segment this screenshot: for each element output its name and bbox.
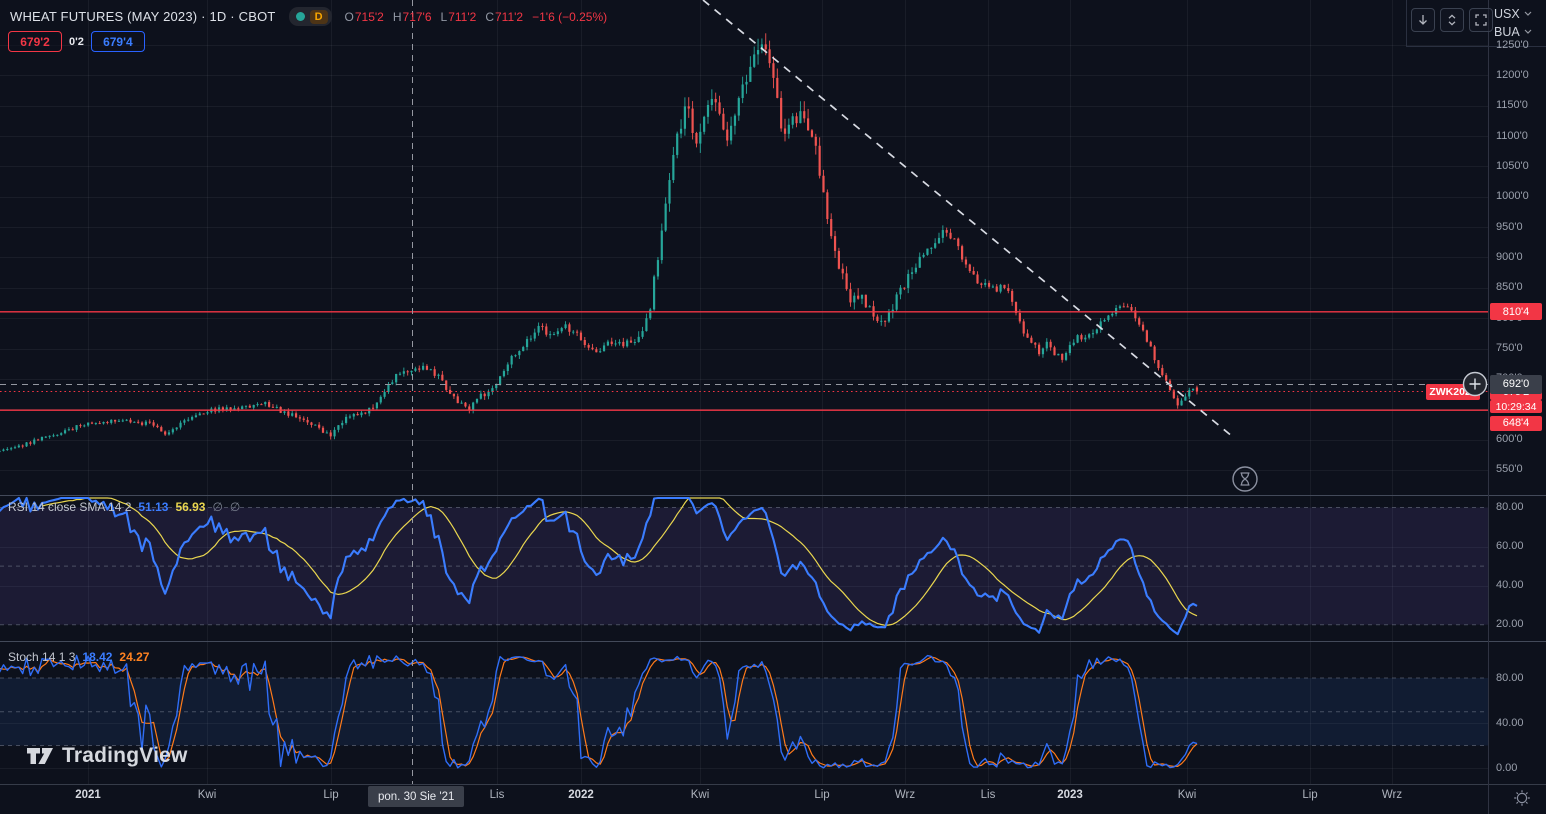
rsi-value: 51.13 [138,500,169,514]
price-tick: 950'0 [1496,220,1523,233]
buy-sell-widget: 679'2 0'2 679'4 [8,31,145,52]
unit-selector-primary[interactable]: USX [1494,5,1532,22]
time-tick: Lip [814,789,830,801]
bar-countdown-badge: 10:29:34 [1490,399,1542,414]
price-tick: 900'0 [1496,250,1523,263]
rsi-null-value: ∅ [212,500,223,514]
time-tick: Kwi [690,789,710,801]
price-tick: 1200'0 [1496,68,1529,81]
low-value: 711'2 [448,9,477,24]
symbol-title[interactable]: WHEAT FUTURES (MAY 2023) · 1D · CBOT [10,9,276,24]
stoch-k-value: 18.42 [82,650,113,664]
pane-controls [1411,8,1493,32]
crosshair-price-badge: 692'0 [1490,374,1542,394]
low-label: L [440,9,448,24]
market-status-pill[interactable]: D [288,7,332,26]
high-value: 717'6 [402,9,432,24]
time-tick: 2023 [1057,789,1083,801]
tradingview-logo-icon [27,748,53,764]
unit-primary-label: USX [1494,6,1520,21]
price-tick: 1050'0 [1496,159,1529,172]
price-tick: 850'0 [1496,281,1523,294]
close-label: C [485,9,494,24]
crosshair-date-badge: pon. 30 Sie '21 [368,786,465,807]
rsi-tick: 20.00 [1496,618,1524,631]
arrow-down-icon [1419,15,1427,25]
time-tick: Kwi [197,789,217,801]
price-tick: 1000'0 [1496,190,1529,203]
collapse-icon [1448,14,1456,26]
ohlc-values: O715'2 H717'6 L711'2 C711'2 −1'6 (−0.25%… [345,10,608,24]
time-tick: 2022 [568,789,594,801]
market-open-dot-icon [295,12,305,21]
time-tick: Lis [980,789,996,801]
plus-icon [1469,378,1481,390]
tradingview-logo[interactable]: TradingView [26,743,188,769]
price-tick: 600'0 [1496,433,1523,446]
stoch-legend[interactable]: Stoch 14 1 3 18.42 24.27 [8,650,149,664]
price-tick: 750'0 [1496,342,1523,355]
time-tick: Wrz [1381,789,1403,801]
time-tick: 2021 [75,789,101,801]
close-value: 711'2 [495,9,524,24]
price-line-badge-lower: 648'4 [1490,415,1542,431]
maximize-pane-button[interactable] [1469,8,1493,32]
rsi-legend[interactable]: RSI 14 close SMA 14 2 51.13 56.93 ∅ ∅ [8,500,240,514]
maximize-icon [1475,14,1487,26]
stoch-tick: 40.00 [1496,716,1524,729]
buy-button[interactable]: 679'4 [90,31,145,52]
rsi-tick: 60.00 [1496,540,1524,553]
unit-selector-secondary[interactable]: BUA [1494,23,1532,40]
collapse-pane-button[interactable] [1440,8,1464,32]
time-tick: Kwi [1177,789,1197,801]
price-line-badge-upper: 810'4 [1490,303,1542,321]
rsi-title: RSI 14 close SMA 14 2 [8,500,132,514]
rsi-sma-value: 56.93 [175,500,206,514]
rsi-null-value: ∅ [229,500,241,514]
price-tick: 1100'0 [1496,129,1528,142]
chevron-down-icon [1524,11,1532,16]
add-alert-plus-button[interactable] [1461,370,1489,398]
high-label: H [392,9,402,24]
unit-secondary-label: BUA [1494,24,1520,39]
open-value: 715'2 [354,9,384,24]
price-tick: 1250'0 [1496,38,1529,51]
time-tick: Wrz [894,789,916,801]
rsi-tick: 80.00 [1496,501,1524,513]
rsi-tick: 40.00 [1496,579,1524,592]
stoch-d-value: 24.27 [119,650,150,664]
stoch-tick: 0.00 [1496,761,1518,774]
time-tick: Lip [323,789,339,801]
price-axis-units: USX BUA [1494,5,1532,40]
chevron-down-icon [1524,29,1532,34]
tradingview-logo-text: TradingView [62,744,188,767]
interval-badge: D [309,9,328,24]
change-value: −1'6 (−0.25%) [532,9,608,24]
sell-button[interactable]: 679'2 [8,31,62,52]
chart-legend: WHEAT FUTURES (MAY 2023) · 1D · CBOT D O… [10,7,607,26]
price-tick: 1150'0 [1496,99,1528,112]
open-label: O [344,9,354,24]
move-pane-down-button[interactable] [1411,8,1435,32]
axis-settings-sun-icon[interactable] [1512,788,1532,808]
price-tick: 550'0 [1496,463,1523,476]
stoch-tick: 80.00 [1496,671,1524,684]
spread-value: 0'2 [69,35,84,48]
stoch-title: Stoch 14 1 3 [8,650,76,664]
hourglass-icon [1232,466,1258,492]
time-tick: Lip [1302,789,1318,801]
time-tick: Lis [489,789,505,801]
